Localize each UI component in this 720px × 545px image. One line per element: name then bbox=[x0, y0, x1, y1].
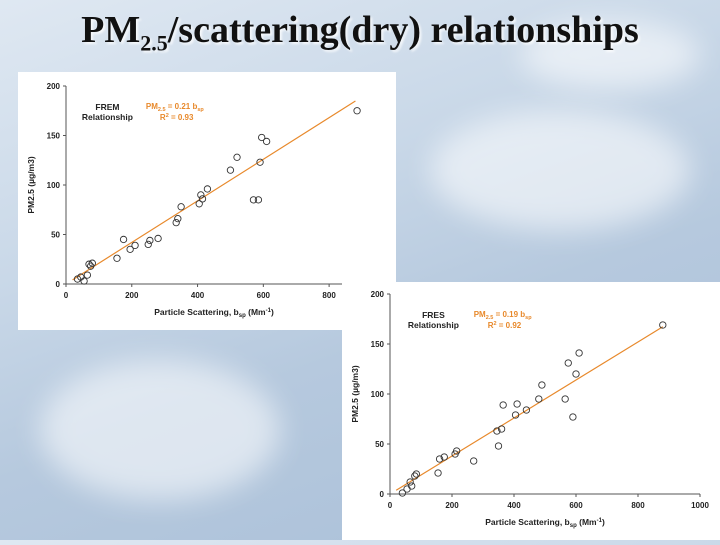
x-tick-label: 0 bbox=[388, 501, 393, 510]
data-point bbox=[119, 235, 128, 244]
y-tick-label: 100 bbox=[47, 181, 61, 190]
data-point bbox=[659, 321, 667, 329]
data-point bbox=[177, 203, 185, 211]
data-point bbox=[403, 485, 411, 493]
data-point bbox=[411, 472, 419, 480]
r-squared-label: R2 = 0.93 bbox=[160, 113, 194, 122]
data-point bbox=[88, 259, 96, 267]
series-name-label: FREM bbox=[95, 102, 119, 112]
data-point bbox=[398, 489, 407, 497]
y-tick-label: 200 bbox=[47, 82, 61, 91]
data-point bbox=[353, 107, 361, 115]
data-point bbox=[434, 469, 442, 477]
x-tick-label: 1000 bbox=[691, 501, 709, 510]
data-point bbox=[256, 158, 264, 166]
data-point bbox=[198, 195, 207, 203]
data-point bbox=[83, 271, 92, 279]
data-point bbox=[249, 196, 258, 204]
data-point bbox=[453, 447, 461, 455]
data-point bbox=[254, 196, 263, 204]
x-tick-label: 600 bbox=[569, 501, 583, 510]
x-axis-label: Particle Scattering, bsp (Mm-1) bbox=[154, 307, 274, 319]
data-point bbox=[408, 482, 416, 490]
y-tick-label: 150 bbox=[47, 132, 61, 141]
data-point bbox=[572, 370, 580, 378]
data-point bbox=[262, 137, 271, 146]
x-tick-label: 600 bbox=[257, 291, 271, 300]
x-tick-label: 800 bbox=[322, 291, 336, 300]
background-cloud bbox=[40, 360, 280, 500]
x-tick-label: 200 bbox=[125, 291, 139, 300]
data-point bbox=[174, 215, 182, 223]
y-tick-label: 0 bbox=[56, 280, 61, 289]
data-point bbox=[435, 455, 444, 463]
fit-equation: PM2.5 = 0.19 bsp bbox=[474, 310, 533, 321]
fres-scatter-chart: 0 200 400 600 800 1000 0 50 100 150 200 FRESRelatio… bbox=[350, 290, 709, 529]
frem-chart-panel: 0 200 400 600 800 0 50 100 150 200 FREM Relationshi… bbox=[18, 72, 396, 330]
data-point bbox=[493, 427, 501, 435]
y-tick-label: 200 bbox=[371, 290, 385, 299]
fres-chart-panel: 0 200 400 600 800 1000 0 50 100 150 200 FRES Relatio… bbox=[342, 282, 720, 540]
y-tick-label: 0 bbox=[380, 490, 385, 499]
frem-scatter-chart: 0 200 400 600 800 0 50 100 150 200 FREMRelationshi… bbox=[26, 82, 362, 319]
data-point bbox=[522, 406, 531, 414]
fit-equation: PM2.5 = 0.21 bsp bbox=[146, 102, 205, 113]
data-point bbox=[258, 133, 266, 142]
x-tick-label: 400 bbox=[507, 501, 521, 510]
data-point bbox=[113, 254, 121, 262]
data-point bbox=[535, 395, 543, 403]
data-point bbox=[561, 395, 569, 403]
r-squared-label: R2 = 0.92 bbox=[488, 321, 522, 330]
background-cloud bbox=[430, 110, 690, 230]
data-point bbox=[80, 277, 88, 285]
y-axis-label: PM2.5 (µg/m3) bbox=[26, 156, 36, 213]
series-name-label: FRES bbox=[422, 310, 445, 320]
data-point bbox=[85, 260, 93, 268]
data-point bbox=[195, 200, 203, 208]
series-relationship-label: Relationship bbox=[82, 112, 133, 122]
data-point bbox=[154, 234, 162, 243]
y-tick-label: 100 bbox=[371, 390, 385, 399]
data-point bbox=[144, 240, 152, 249]
slide-title: PM2.5/scattering(dry) relationships bbox=[81, 9, 639, 56]
data-point bbox=[197, 191, 205, 199]
y-tick-label: 50 bbox=[51, 231, 60, 240]
data-point bbox=[203, 185, 212, 193]
data-point bbox=[511, 411, 520, 419]
data-point bbox=[146, 236, 154, 245]
x-tick-label: 0 bbox=[64, 291, 69, 300]
data-point bbox=[564, 359, 572, 367]
data-point bbox=[575, 349, 583, 357]
x-tick-label: 200 bbox=[445, 501, 459, 510]
data-point bbox=[569, 413, 577, 421]
data-point bbox=[440, 453, 448, 461]
data-point bbox=[513, 400, 521, 408]
background-cloud bbox=[520, 20, 700, 90]
data-point bbox=[497, 425, 506, 433]
data-point bbox=[406, 478, 414, 486]
x-axis-label: Particle Scattering, bsp (Mm-1) bbox=[485, 517, 605, 529]
data-point bbox=[494, 442, 503, 450]
data-point bbox=[233, 153, 241, 161]
fit-line bbox=[72, 100, 356, 281]
series-relationship-label: Relationship bbox=[408, 320, 459, 330]
data-point bbox=[131, 241, 139, 250]
y-axis-label: PM2.5 (µg/m3) bbox=[350, 365, 360, 422]
data-point bbox=[226, 166, 235, 174]
data-point bbox=[499, 401, 507, 409]
x-tick-label: 800 bbox=[631, 501, 645, 510]
y-tick-label: 50 bbox=[375, 440, 384, 449]
data-point bbox=[470, 457, 478, 465]
data-point bbox=[126, 245, 134, 254]
y-tick-label: 150 bbox=[371, 340, 385, 349]
data-point bbox=[172, 218, 180, 227]
data-point bbox=[538, 381, 546, 389]
data-point bbox=[412, 470, 421, 478]
x-tick-label: 400 bbox=[191, 291, 205, 300]
